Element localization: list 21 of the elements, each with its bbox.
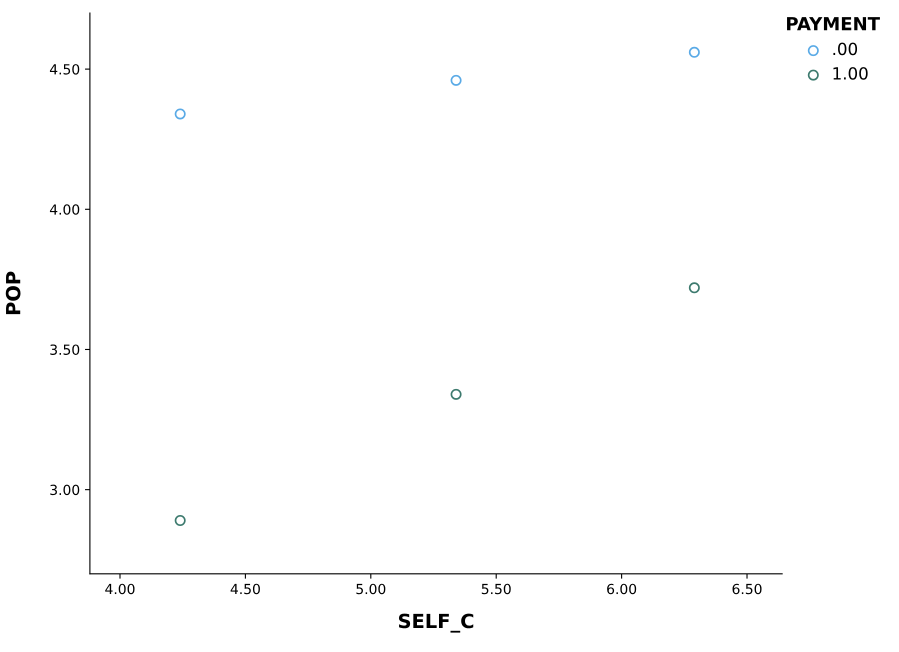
y-tick-label: 3.50 bbox=[50, 344, 80, 355]
legend-label: 1.00 bbox=[833, 67, 868, 80]
point bbox=[450, 388, 462, 400]
point bbox=[450, 74, 462, 86]
y-tick-label: 4.00 bbox=[50, 204, 80, 215]
x-tick-label: 4.00 bbox=[105, 584, 135, 594]
point bbox=[174, 515, 186, 526]
legend-label: .00 bbox=[833, 42, 858, 56]
point bbox=[174, 108, 186, 120]
x-axis-title: SELF_C bbox=[398, 614, 474, 633]
y-axis-title: POP bbox=[6, 272, 20, 314]
point bbox=[688, 46, 700, 58]
x-tick-label: 5.00 bbox=[356, 584, 386, 594]
x-tick-label: 5.50 bbox=[482, 584, 511, 594]
point bbox=[688, 282, 700, 294]
x-tick-label: 6.00 bbox=[607, 584, 636, 594]
x-tick-label: 6.50 bbox=[732, 584, 762, 594]
y-tick-label: 4.50 bbox=[50, 64, 80, 75]
legend-title: PAYMENT bbox=[787, 17, 880, 30]
x-tick-label: 4.50 bbox=[230, 584, 260, 594]
y-tick-label: 3.00 bbox=[50, 484, 80, 496]
